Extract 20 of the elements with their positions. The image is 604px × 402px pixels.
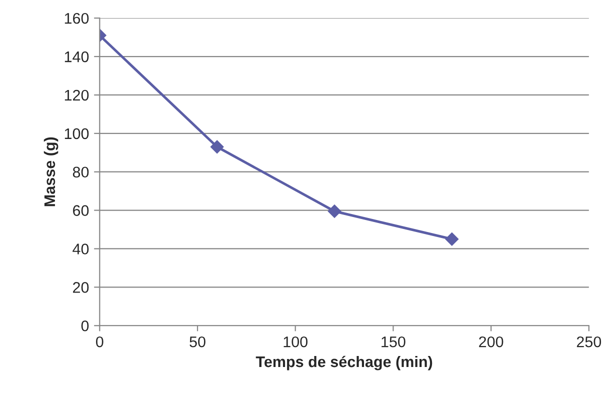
y-tick-label: 120 — [64, 90, 89, 101]
x-tick-label: 150 — [382, 336, 406, 348]
x-tick-label: 50 — [190, 336, 206, 348]
y-tick-label: 20 — [73, 282, 89, 293]
y-axis-title: Masse (g) — [44, 137, 58, 206]
x-tick-label: 250 — [576, 336, 602, 348]
x-tick-label: 100 — [284, 336, 308, 348]
y-tick-label: 100 — [64, 128, 89, 140]
x-axis-title: Temps de séchage (min) — [256, 356, 432, 370]
y-tick-label: 40 — [72, 244, 89, 254]
point — [328, 204, 342, 218]
y-tick-label: 140 — [64, 51, 89, 62]
x-tick-label: 0 — [96, 336, 104, 348]
point — [210, 140, 224, 154]
y-tick-label: 80 — [72, 166, 89, 178]
point — [445, 232, 458, 246]
x-tick-label: 200 — [479, 336, 504, 348]
y-tick-label: 0 — [81, 320, 89, 332]
y-tick-label: 60 — [73, 205, 89, 216]
y-tick-label: 160 — [64, 12, 89, 24]
